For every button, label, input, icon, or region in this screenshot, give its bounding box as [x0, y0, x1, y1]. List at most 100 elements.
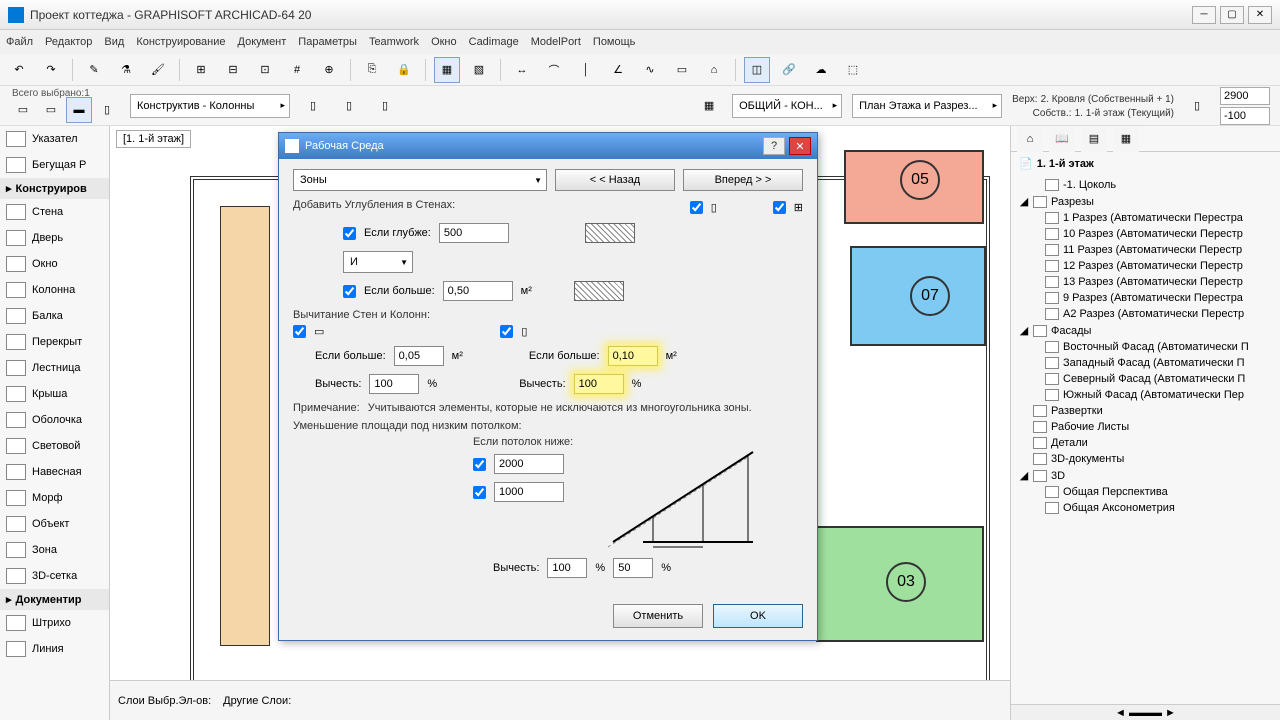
redo-icon[interactable]: ↷	[38, 57, 64, 83]
tool-line[interactable]: Линия	[0, 636, 109, 662]
tool-object[interactable]: Объект	[0, 511, 109, 537]
wall-sub-chk[interactable]	[293, 325, 306, 338]
menu-teamwork[interactable]: Teamwork	[369, 36, 419, 48]
tool-shell[interactable]: Оболочка	[0, 407, 109, 433]
and-select[interactable]: И	[343, 251, 413, 273]
maximize-button[interactable]: ▢	[1220, 6, 1244, 24]
nav-item[interactable]: Южный Фасад (Автоматически Пер	[1011, 387, 1280, 403]
tool-column[interactable]: Колонна	[0, 277, 109, 303]
nav-item[interactable]: Западный Фасад (Автоматически П	[1011, 355, 1280, 371]
elev-icon[interactable]: ▯	[1184, 93, 1210, 119]
nav-item[interactable]: -1. Цоколь	[1011, 177, 1280, 193]
snap2-icon[interactable]: ⊟	[220, 57, 246, 83]
menu-document[interactable]: Документ	[238, 36, 287, 48]
dialog-help-button[interactable]: ?	[763, 137, 785, 155]
undo-icon[interactable]: ↶	[6, 57, 32, 83]
wall-sub-input[interactable]	[369, 374, 419, 394]
tools-hdr-document[interactable]: ▸ Документир	[0, 589, 109, 610]
tool-door[interactable]: Дверь	[0, 225, 109, 251]
home-icon[interactable]: ⌂	[701, 57, 727, 83]
deeper-chk[interactable]	[343, 227, 356, 240]
ceil-chk1[interactable]	[473, 458, 486, 471]
nav-item[interactable]: ◢Фасады	[1011, 322, 1280, 339]
opt2-icon[interactable]: ▭	[38, 97, 64, 123]
nav-item[interactable]: 9 Разрез (Автоматически Перестра	[1011, 290, 1280, 306]
bigger-input[interactable]	[443, 281, 513, 301]
nav-pub-icon[interactable]: ▦	[1113, 126, 1139, 152]
col1-icon[interactable]: ▯	[300, 93, 326, 119]
close-button[interactable]: ✕	[1248, 6, 1272, 24]
menu-window[interactable]: Окно	[431, 36, 457, 48]
trace-icon[interactable]: ▦	[434, 57, 460, 83]
top-input[interactable]	[1220, 87, 1270, 105]
nav-item[interactable]: 10 Разрез (Автоматически Перестр	[1011, 226, 1280, 242]
menu-construct[interactable]: Конструирование	[136, 36, 225, 48]
tab-floor[interactable]: [1. 1-й этаж]	[116, 130, 191, 148]
nav-item[interactable]: 1 Разрез (Автоматически Перестра	[1011, 210, 1280, 226]
nav-item[interactable]: 12 Разрез (Автоматически Перестр	[1011, 258, 1280, 274]
tool-morph[interactable]: Морф	[0, 485, 109, 511]
opt1-icon[interactable]: ▭	[10, 97, 36, 123]
nav-item[interactable]: 3D-документы	[1011, 451, 1280, 467]
nav-book-icon[interactable]: 📖	[1049, 126, 1075, 152]
tool-fill[interactable]: Штрихо	[0, 610, 109, 636]
box-icon[interactable]: ⬚	[840, 57, 866, 83]
tool-stair[interactable]: Лестница	[0, 355, 109, 381]
wall-big-input[interactable]	[394, 346, 444, 366]
tool-zone[interactable]: Зона	[0, 537, 109, 563]
ceil-sub-input1[interactable]	[547, 558, 587, 578]
tool-wall[interactable]: Стена	[0, 199, 109, 225]
bigger-chk[interactable]	[343, 285, 356, 298]
opt3-icon[interactable]: ▬	[66, 97, 92, 123]
angle-icon[interactable]: ∠	[605, 57, 631, 83]
pick-icon[interactable]: ✎	[81, 57, 107, 83]
back-button[interactable]: < < Назад	[555, 169, 675, 191]
tool-window[interactable]: Окно	[0, 251, 109, 277]
tool-slab[interactable]: Перекрыт	[0, 329, 109, 355]
nav-item[interactable]: Восточный Фасад (Автоматически П	[1011, 339, 1280, 355]
layer-combo[interactable]: Конструктив - Колонны	[130, 94, 290, 118]
tool-skylight[interactable]: Световой	[0, 433, 109, 459]
ceil-chk2[interactable]	[473, 486, 486, 499]
inject-icon[interactable]: ⚗	[113, 57, 139, 83]
nav-item[interactable]: Детали	[1011, 435, 1280, 451]
opt4-icon[interactable]: ▯	[94, 97, 120, 123]
ceil-input1[interactable]	[494, 454, 564, 474]
cloud-icon[interactable]: ☁	[808, 57, 834, 83]
tool-marquee[interactable]: Бегущая Р	[0, 152, 109, 178]
col2-icon[interactable]: ▯	[336, 93, 362, 119]
view-combo[interactable]: План Этажа и Разрез...	[852, 94, 1002, 118]
menu-cadimage[interactable]: Cadimage	[469, 36, 519, 48]
line-icon[interactable]: │	[573, 57, 599, 83]
copy-icon[interactable]: ⎘	[359, 57, 385, 83]
tool-arrow[interactable]: Указател	[0, 126, 109, 152]
lock-icon[interactable]: 🔒	[391, 57, 417, 83]
snap1-icon[interactable]: ⊞	[188, 57, 214, 83]
nav-item[interactable]: 11 Разрез (Автоматически Перестр	[1011, 242, 1280, 258]
tools-hdr-construct[interactable]: ▸ Конструиров	[0, 178, 109, 199]
snap4-icon[interactable]: ⊕	[316, 57, 342, 83]
dialog-page-select[interactable]: Зоны	[293, 169, 547, 191]
tool-beam[interactable]: Балка	[0, 303, 109, 329]
deeper-input[interactable]	[439, 223, 509, 243]
menu-params[interactable]: Параметры	[298, 36, 357, 48]
nav-item[interactable]: Развертки	[1011, 403, 1280, 419]
col-sub-chk[interactable]	[500, 325, 513, 338]
measure-icon[interactable]: ↔	[509, 57, 535, 83]
recess-chk1[interactable]	[690, 201, 703, 214]
nav-item[interactable]: ◢Разрезы	[1011, 193, 1280, 210]
nav-root[interactable]: 📄 1. 1-й этаж	[1011, 152, 1280, 175]
story-icon[interactable]: ▦	[696, 93, 722, 119]
menu-help[interactable]: Помощь	[593, 36, 636, 48]
menu-file[interactable]: Файл	[6, 36, 33, 48]
rect-icon[interactable]: ▭	[669, 57, 695, 83]
story-combo[interactable]: ОБЩИЙ - КОН...	[732, 94, 842, 118]
ceil-sub-input2[interactable]	[613, 558, 653, 578]
minimize-button[interactable]: ─	[1192, 6, 1216, 24]
tool-roof[interactable]: Крыша	[0, 381, 109, 407]
menu-edit[interactable]: Редактор	[45, 36, 92, 48]
brush-icon[interactable]: 🖌	[145, 57, 171, 83]
ref-icon[interactable]: ▧	[466, 57, 492, 83]
nav-scroll-h[interactable]: ◄ ▬▬▬ ►	[1011, 704, 1280, 720]
snap3-icon[interactable]: ⊡	[252, 57, 278, 83]
